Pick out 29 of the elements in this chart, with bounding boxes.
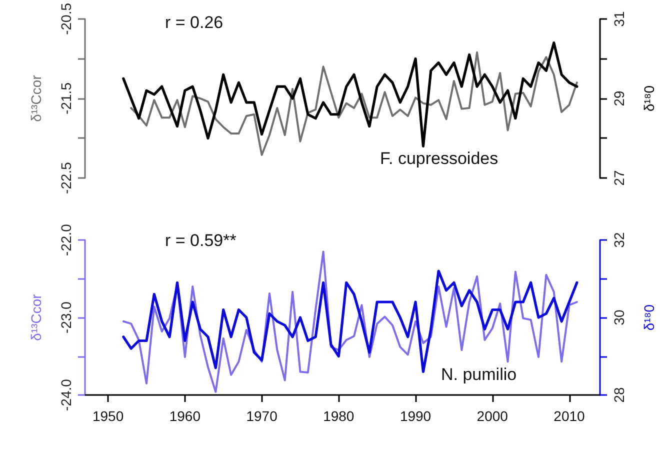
- y-axis-title: δ¹³Ccor: [28, 74, 44, 122]
- line-series: [122, 42, 578, 148]
- x-tick-label: 1950: [92, 408, 124, 424]
- annotation: r = 0.59**: [165, 231, 237, 250]
- annotation: F. cupressoides: [380, 149, 498, 168]
- y2-tick-label: 30: [611, 310, 627, 326]
- y-tick-label: -24.0: [58, 378, 74, 411]
- y2-tick-label: 31: [611, 10, 627, 27]
- y2-tick-label: 32: [611, 232, 627, 248]
- y2-tick-label: 27: [611, 170, 627, 186]
- y-tick-label: -20.5: [58, 2, 74, 35]
- x-tick-label: 2010: [554, 408, 586, 424]
- line-series: [122, 250, 578, 393]
- x-tick-label: 1980: [323, 408, 354, 424]
- x-tick-label: 2000: [476, 408, 508, 424]
- y-tick-label: -22.0: [58, 224, 74, 256]
- x-tick-label: 1960: [169, 408, 201, 424]
- y2-tick-label: 29: [611, 90, 627, 106]
- y2-axis-title: δ¹⁸0: [641, 304, 657, 331]
- x-tick-label: 1970: [246, 408, 278, 424]
- y-tick-label: -22.5: [58, 162, 74, 194]
- y2-tick-label: 28: [611, 387, 627, 403]
- y-tick-label: -21.5: [58, 82, 74, 114]
- y2-axis-title: δ¹⁸0: [641, 85, 657, 112]
- annotation: N. pumilio: [441, 365, 517, 384]
- y-axis-title: δ¹³Ccor: [28, 294, 44, 341]
- y-tick-label: -23.0: [58, 301, 74, 334]
- x-tick-label: 1990: [400, 408, 432, 424]
- annotation: r = 0.26: [165, 13, 224, 32]
